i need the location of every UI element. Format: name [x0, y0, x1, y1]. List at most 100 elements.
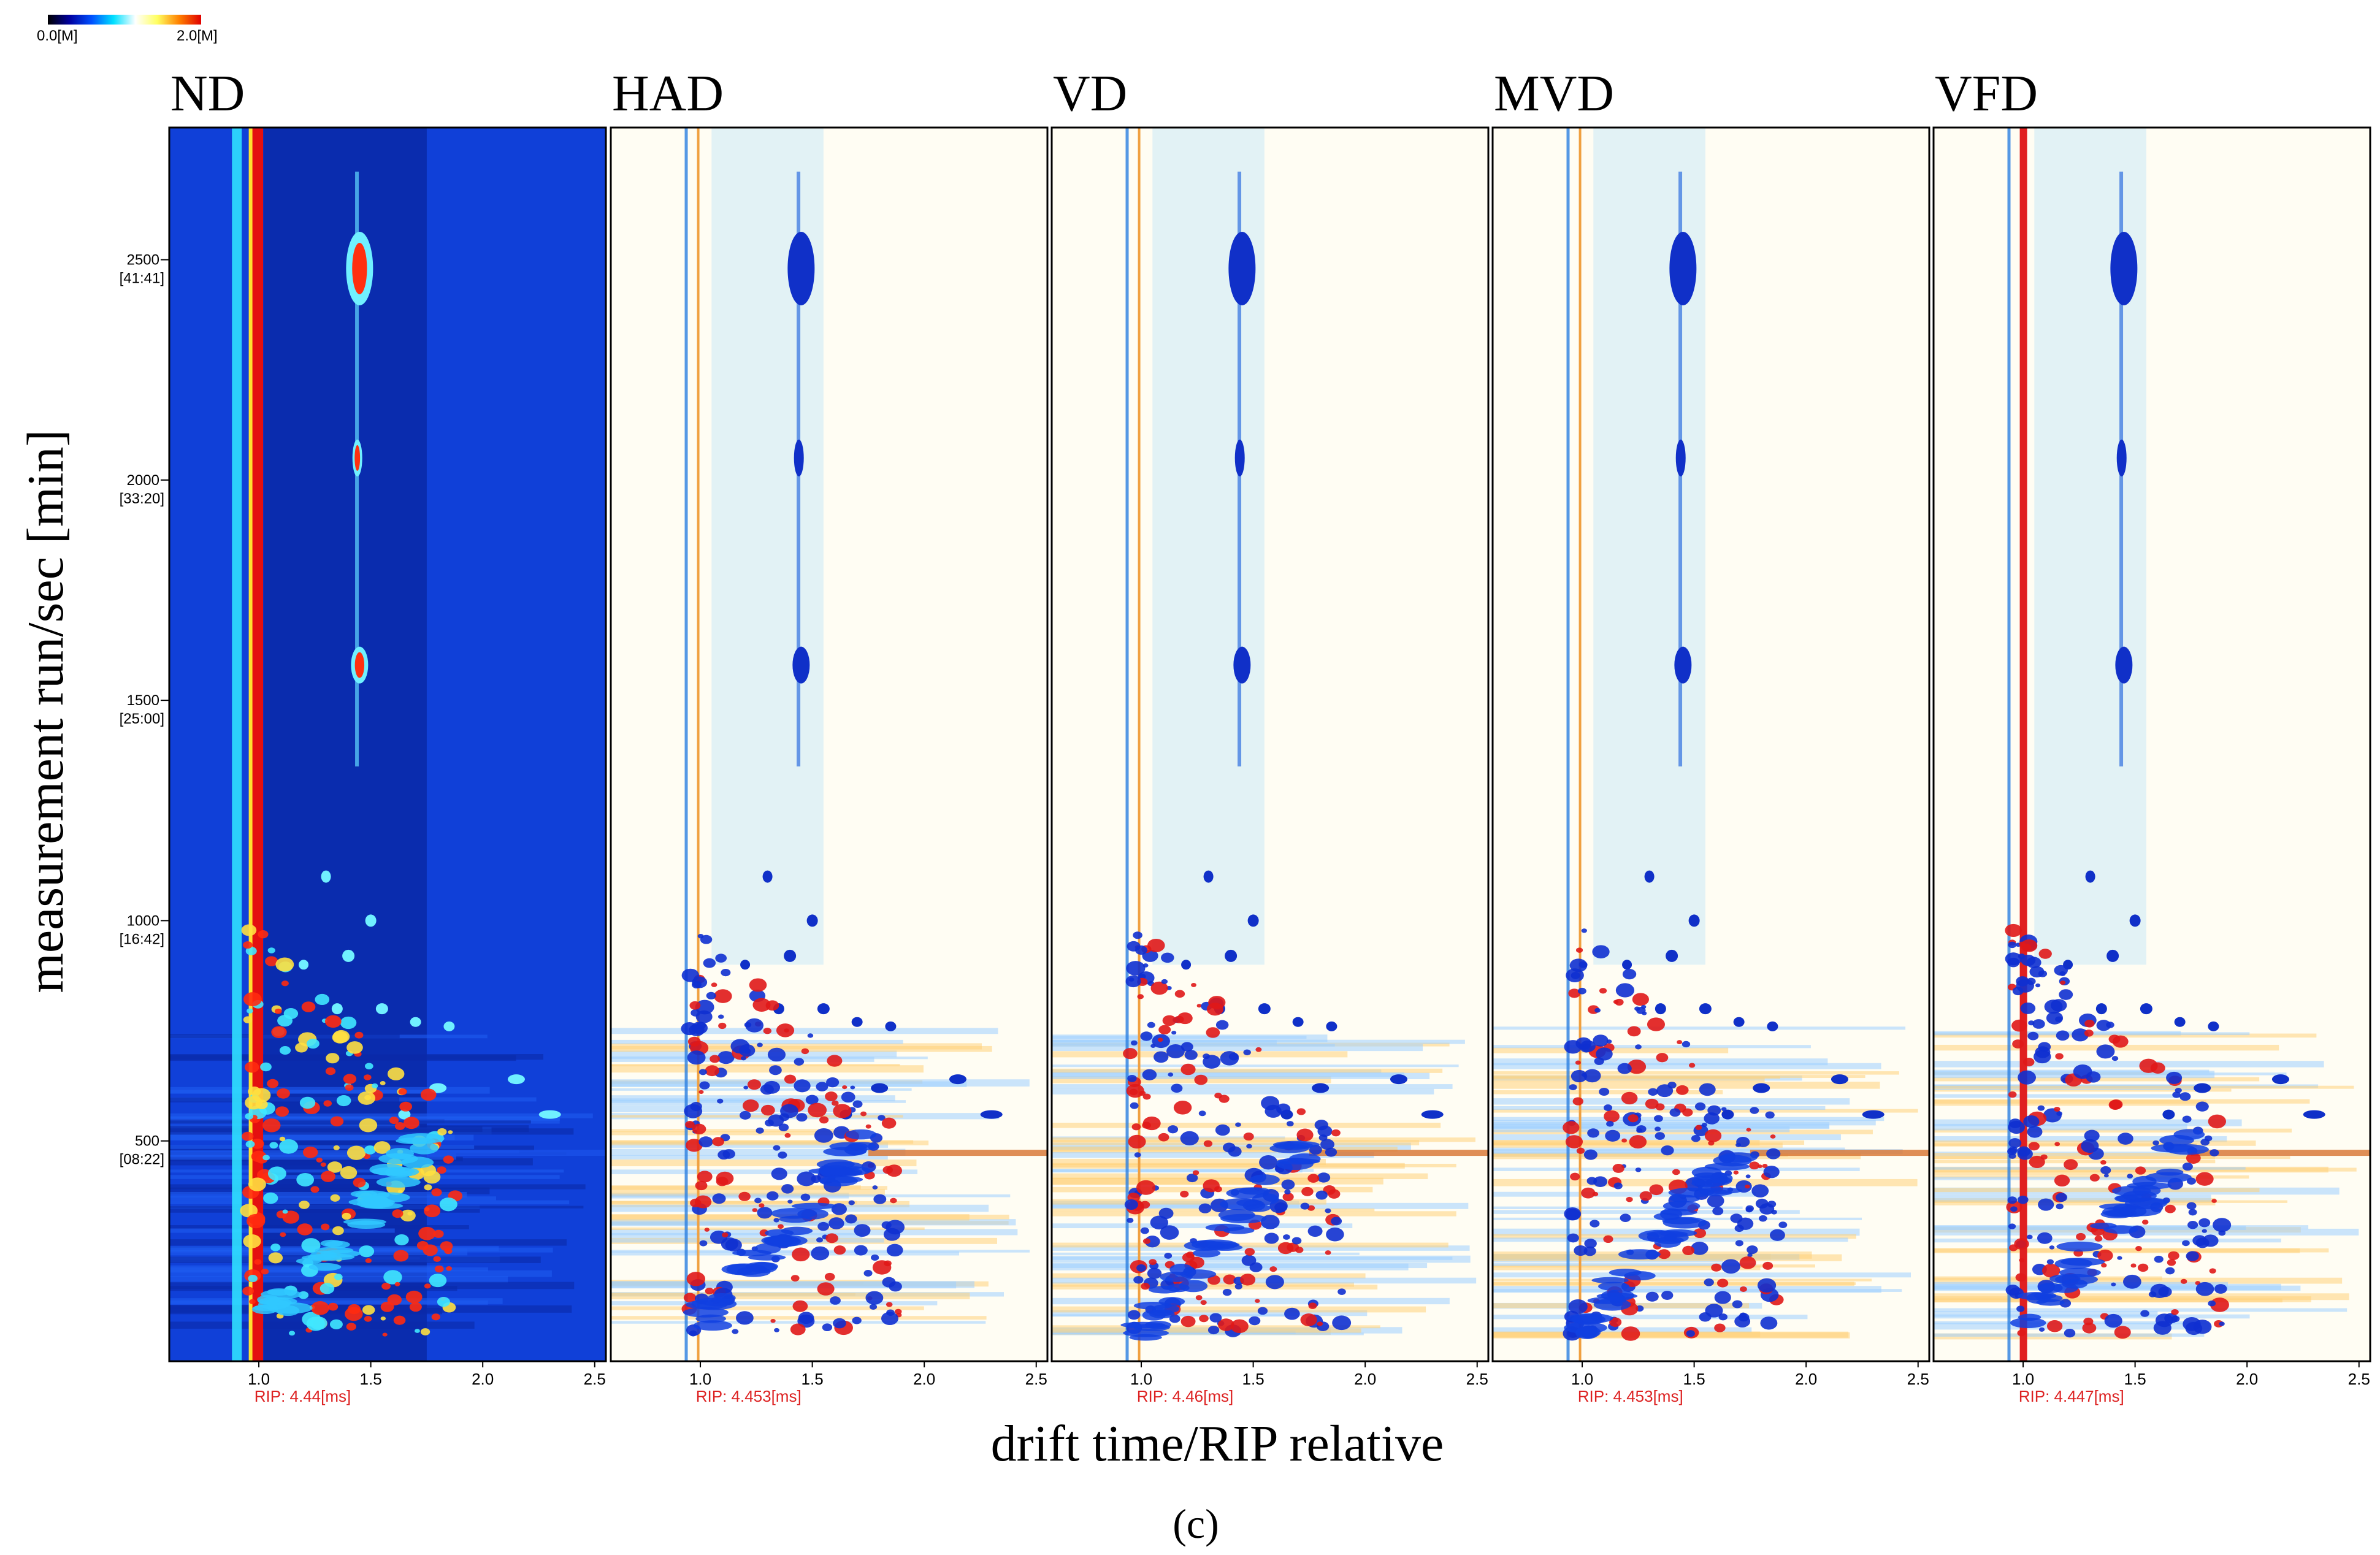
- signal-spot: [245, 947, 257, 955]
- signal-spot: [690, 1198, 702, 1207]
- signal-spot: [1753, 1083, 1770, 1093]
- y-tick-time-label: [16:42]: [120, 931, 164, 947]
- signal-spot: [1150, 1309, 1173, 1316]
- signal-spot: [824, 1272, 835, 1281]
- signal-spot: [1739, 1312, 1747, 1318]
- signal-spot: [381, 1282, 391, 1290]
- signal-spot: [1134, 1152, 1141, 1158]
- signal-spot: [710, 1055, 720, 1063]
- signal-spot: [2007, 957, 2020, 968]
- signal-spot: [267, 947, 275, 953]
- signal-spot: [1601, 1289, 1635, 1301]
- streak-band: [1493, 1206, 1743, 1209]
- signal-spot: [1642, 1011, 1647, 1015]
- streak-band: [1052, 1034, 1328, 1042]
- x-tick-label: 1.5: [802, 1370, 824, 1388]
- signal-spot: [1618, 1249, 1661, 1259]
- signal-spot: [797, 1209, 828, 1220]
- signal-spot: [1325, 1147, 1337, 1157]
- signal-spot: [819, 1175, 859, 1186]
- signal-spot: [346, 1041, 363, 1054]
- signal-spot: [1255, 1047, 1262, 1052]
- signal-spot: [538, 1110, 561, 1119]
- signal-spot: [1157, 1037, 1163, 1042]
- signal-spot: [1693, 1172, 1721, 1180]
- signal-spot: [2210, 1297, 2229, 1312]
- signal-spot-core: [354, 445, 361, 471]
- signal-spot: [1654, 1237, 1681, 1248]
- signal-spot: [1769, 1229, 1785, 1241]
- panel-frame: [1491, 126, 1930, 1362]
- signal-spot: [2026, 977, 2036, 985]
- streak-band: [611, 1229, 1018, 1236]
- signal-spot: [791, 1202, 837, 1210]
- signal-spot: [1707, 1194, 1724, 1208]
- signal-spot: [798, 1312, 814, 1324]
- streak-band: [1493, 1272, 1911, 1278]
- signal-spot: [1141, 1283, 1150, 1290]
- signal-spot: [258, 1297, 297, 1306]
- signal-spot: [353, 1177, 366, 1188]
- signal-spot: [2145, 1172, 2192, 1183]
- signal-spot: [1160, 1225, 1179, 1240]
- streak-band: [1052, 1051, 1348, 1058]
- signal-spot: [2128, 1198, 2170, 1206]
- streak-band: [1934, 1033, 2317, 1038]
- signal-spot: [770, 1318, 776, 1323]
- streak-band: [1934, 1119, 2242, 1126]
- signal-spot: [250, 1139, 264, 1149]
- signal-spot: [1228, 231, 1256, 305]
- signal-spot: [2117, 1256, 2122, 1260]
- signal-spot: [400, 1209, 416, 1222]
- signal-spot: [738, 1044, 756, 1057]
- signal-spot: [1617, 1063, 1632, 1074]
- signal-spot: [801, 1048, 809, 1055]
- signal-spot: [2175, 1087, 2182, 1093]
- streak-band: [1052, 1122, 1441, 1128]
- signal-spot: [747, 1079, 762, 1090]
- signal-spot: [1142, 1069, 1157, 1080]
- signal-spot: [2208, 1300, 2216, 1307]
- signal-spot: [881, 1117, 897, 1129]
- signal-spot: [797, 1171, 816, 1186]
- signal-spot: [1317, 1125, 1333, 1137]
- signal-spot: [1712, 1207, 1724, 1216]
- heatmap-body: [611, 128, 1047, 1361]
- signal-spot: [345, 1084, 354, 1091]
- signal-spot: [415, 1329, 420, 1333]
- signal-spot: [392, 1209, 404, 1218]
- streak-band: [1052, 1137, 1475, 1142]
- y-tick-label: 1500: [127, 692, 159, 709]
- streak-band: [1934, 1123, 2187, 1131]
- signal-spot: [1583, 1246, 1596, 1256]
- signal-spot: [714, 989, 732, 1003]
- signal-spot: [1174, 1015, 1184, 1023]
- signal-spot: [817, 1003, 830, 1015]
- signal-spot: [1193, 1248, 1221, 1258]
- signal-spot: [1214, 1092, 1222, 1099]
- signal-spot: [1767, 1201, 1777, 1208]
- signal-spot: [882, 1277, 896, 1288]
- signal-spot: [1215, 1124, 1230, 1136]
- signal-spot: [1191, 982, 1196, 987]
- signal-spot: [805, 1095, 819, 1105]
- signal-spot: [792, 1300, 808, 1312]
- rip-label: RIP: 4.453[ms]: [1578, 1387, 1683, 1405]
- signal-spot: [1171, 1083, 1183, 1093]
- signal-spot: [721, 968, 731, 977]
- signal-spot: [310, 1186, 320, 1193]
- y-tick-time-label: [08:22]: [120, 1152, 164, 1168]
- signal-spot: [1862, 1110, 1884, 1119]
- signal-spot: [262, 1118, 281, 1133]
- signal-spot: [2182, 1240, 2190, 1247]
- signal-spot: [1207, 1326, 1220, 1335]
- signal-spot: [387, 1294, 402, 1305]
- streak-band: [611, 1129, 856, 1133]
- signal-spot: [302, 1146, 318, 1158]
- signal-spot: [683, 1307, 729, 1318]
- signal-spot: [850, 1085, 855, 1090]
- streak-band: [169, 1191, 467, 1198]
- signal-spot: [1131, 1123, 1141, 1131]
- signal-spot: [2084, 1019, 2095, 1028]
- signal-spot: [2135, 1166, 2146, 1175]
